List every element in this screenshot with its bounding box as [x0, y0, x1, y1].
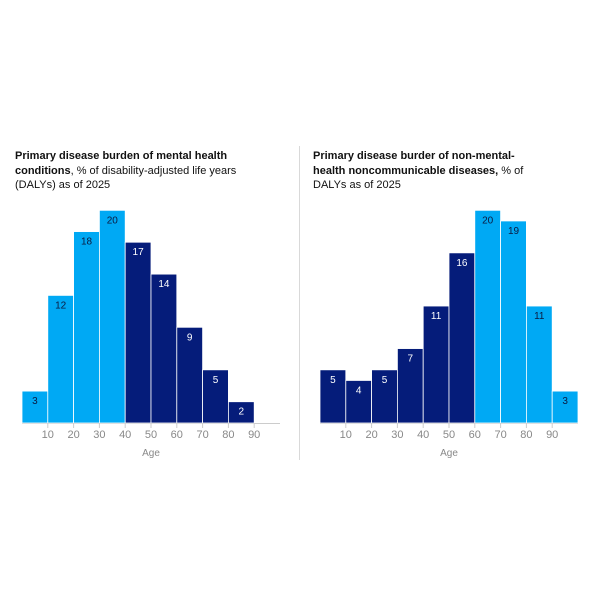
bar-value-label: 3 [562, 396, 568, 407]
chart-title-right-rest: % of DALYs as of 2025 [313, 164, 524, 192]
x-tick-label: 60 [171, 429, 183, 441]
x-axis-title: Age [440, 448, 458, 459]
bar [526, 305, 553, 424]
chart-title-right: Primary disease burder of non-mental-hea… [313, 149, 528, 193]
bar-value-label: 14 [158, 279, 170, 290]
bar [176, 326, 204, 424]
bar-value-label: 3 [32, 396, 38, 407]
bar [124, 241, 152, 424]
x-tick-label: 10 [42, 429, 54, 441]
bar [396, 348, 424, 424]
x-tick-label: 90 [248, 429, 260, 441]
bar-value-label: 20 [482, 215, 494, 226]
chart-title-left-rest: , % of disability-adjusted life years (D… [15, 164, 237, 192]
bar-value-label: 12 [55, 300, 67, 311]
bar-value-label: 18 [81, 237, 93, 248]
bar [371, 369, 398, 424]
bar [422, 305, 450, 424]
x-tick-label: 50 [145, 429, 157, 441]
bar-value-label: 7 [408, 354, 414, 365]
chart-title-left: Primary disease burden of mental health … [15, 149, 240, 193]
x-tick-label: 40 [417, 429, 429, 441]
chart-panel-left: 3 12 18 20 17 14 9 5 2 10 20 30 40 50 60 70 80 90 Age [21, 209, 280, 459]
bar [319, 369, 347, 424]
x-tick-label: 10 [340, 429, 352, 441]
bar [150, 273, 178, 424]
bar [448, 252, 476, 424]
x-tick-label: 60 [469, 429, 481, 441]
x-tick-label: 20 [67, 429, 79, 441]
x-tick-label: 70 [196, 429, 208, 441]
bar [202, 369, 229, 424]
x-tick-label: 40 [119, 429, 131, 441]
panel-divider [299, 146, 300, 460]
bar-value-label: 9 [187, 332, 193, 343]
bar [500, 220, 527, 424]
bar-value-label: 17 [133, 247, 145, 258]
bar-value-label: 16 [456, 258, 468, 269]
bar [73, 231, 100, 424]
x-tick-label: 20 [365, 429, 377, 441]
bar [47, 294, 74, 424]
x-tick-label: 30 [93, 429, 105, 441]
bar-value-label: 11 [534, 311, 545, 322]
bar-value-label: 4 [356, 385, 362, 396]
chart-title-left-bold: Primary disease burden of mental health … [15, 150, 228, 177]
bar [227, 401, 255, 424]
x-tick-label: 50 [443, 429, 455, 441]
bar-value-label: 20 [107, 215, 119, 226]
bar-value-label: 5 [213, 375, 219, 386]
bar-value-label: 5 [330, 375, 336, 386]
bar [345, 380, 372, 424]
bar-value-label: 19 [508, 226, 520, 237]
x-tick-label: 70 [494, 429, 506, 441]
bar-value-label: 11 [431, 311, 442, 322]
bar [474, 209, 501, 424]
bar [551, 390, 579, 424]
bar-value-label: 5 [382, 375, 388, 386]
x-axis-title: Age [142, 448, 160, 459]
chart-title-right-bold: Primary disease burder of non-mental-hea… [313, 150, 515, 177]
chart-panel-right: 5 4 5 7 11 16 20 19 11 3 10 20 30 40 50 60 70 80 90 Age [319, 209, 579, 459]
x-tick-label: 80 [222, 429, 234, 441]
bar [99, 209, 126, 424]
x-tick-label: 30 [391, 429, 403, 441]
bar-value-label: 2 [239, 407, 245, 418]
x-tick-label: 90 [546, 429, 558, 441]
x-tick-label: 80 [520, 429, 532, 441]
